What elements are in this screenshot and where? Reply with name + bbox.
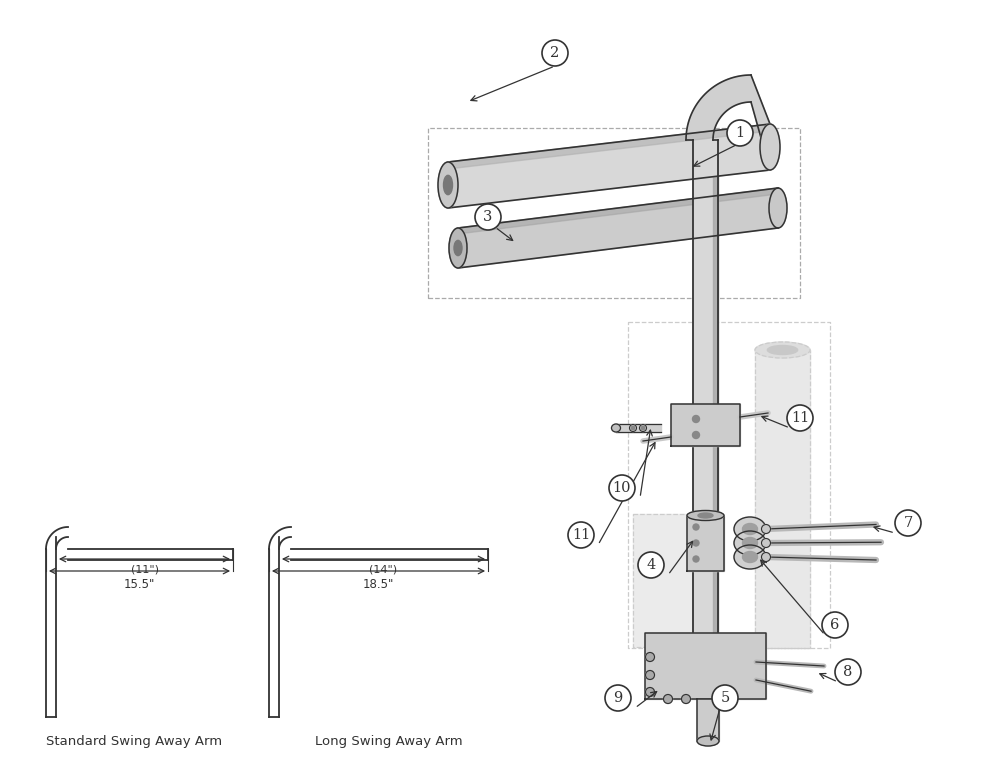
Ellipse shape <box>438 162 458 208</box>
Circle shape <box>692 415 700 422</box>
Polygon shape <box>713 140 718 650</box>
Circle shape <box>835 659 861 685</box>
Polygon shape <box>616 424 661 432</box>
Text: 6: 6 <box>830 618 840 632</box>
Ellipse shape <box>742 537 758 548</box>
Polygon shape <box>448 124 770 208</box>
Circle shape <box>605 685 631 711</box>
Polygon shape <box>458 188 778 234</box>
Text: 15.5": 15.5" <box>124 578 155 591</box>
Text: (11"): (11") <box>130 564 158 574</box>
Text: 11: 11 <box>572 528 590 542</box>
Ellipse shape <box>612 424 620 432</box>
Circle shape <box>638 552 664 578</box>
Text: (14"): (14") <box>369 564 398 574</box>
Text: 5: 5 <box>720 691 730 705</box>
Ellipse shape <box>640 425 646 432</box>
Ellipse shape <box>734 545 766 569</box>
Ellipse shape <box>762 524 770 533</box>
Circle shape <box>693 524 699 530</box>
Text: 9: 9 <box>613 691 623 705</box>
Circle shape <box>646 688 654 696</box>
Ellipse shape <box>742 523 758 534</box>
Ellipse shape <box>755 342 810 358</box>
Text: 7: 7 <box>903 516 913 530</box>
Circle shape <box>693 540 699 546</box>
Polygon shape <box>755 350 810 648</box>
Circle shape <box>568 522 594 548</box>
Polygon shape <box>751 75 770 170</box>
Circle shape <box>822 612 848 638</box>
Ellipse shape <box>444 175 452 195</box>
Text: 8: 8 <box>843 665 853 679</box>
Circle shape <box>475 204 501 230</box>
Circle shape <box>693 556 699 562</box>
Ellipse shape <box>767 346 798 354</box>
Text: 1: 1 <box>735 126 745 140</box>
Ellipse shape <box>769 188 787 228</box>
Circle shape <box>727 120 753 146</box>
Text: 4: 4 <box>646 558 656 572</box>
Ellipse shape <box>454 240 462 256</box>
Polygon shape <box>693 140 718 650</box>
Polygon shape <box>686 75 751 140</box>
Text: 10: 10 <box>613 481 631 495</box>
Text: Standard Swing Away Arm: Standard Swing Away Arm <box>46 735 223 748</box>
Circle shape <box>609 475 635 501</box>
Polygon shape <box>633 514 693 647</box>
Circle shape <box>646 652 654 662</box>
Ellipse shape <box>760 124 780 170</box>
Ellipse shape <box>641 426 645 430</box>
Text: 3: 3 <box>483 210 493 224</box>
Ellipse shape <box>734 517 766 541</box>
Polygon shape <box>448 124 770 169</box>
Polygon shape <box>645 633 766 699</box>
Ellipse shape <box>762 539 770 547</box>
Circle shape <box>712 685 738 711</box>
Ellipse shape <box>762 553 770 561</box>
Circle shape <box>692 432 700 438</box>
Text: 18.5": 18.5" <box>363 578 394 591</box>
Polygon shape <box>697 699 719 741</box>
Polygon shape <box>458 188 778 268</box>
Polygon shape <box>671 404 740 446</box>
Text: Long Swing Away Arm: Long Swing Away Arm <box>315 735 462 748</box>
Circle shape <box>895 510 921 536</box>
Circle shape <box>664 695 672 703</box>
Text: 2: 2 <box>550 46 560 60</box>
Ellipse shape <box>742 551 758 563</box>
Ellipse shape <box>687 510 724 520</box>
Ellipse shape <box>449 228 467 268</box>
Circle shape <box>787 405 813 431</box>
Polygon shape <box>687 516 724 571</box>
Ellipse shape <box>631 426 635 430</box>
Ellipse shape <box>630 425 637 432</box>
Ellipse shape <box>734 531 766 555</box>
Circle shape <box>682 695 690 703</box>
Circle shape <box>542 40 568 66</box>
Ellipse shape <box>697 736 719 746</box>
Ellipse shape <box>698 513 713 518</box>
Text: 11: 11 <box>791 411 809 425</box>
Circle shape <box>646 671 654 679</box>
